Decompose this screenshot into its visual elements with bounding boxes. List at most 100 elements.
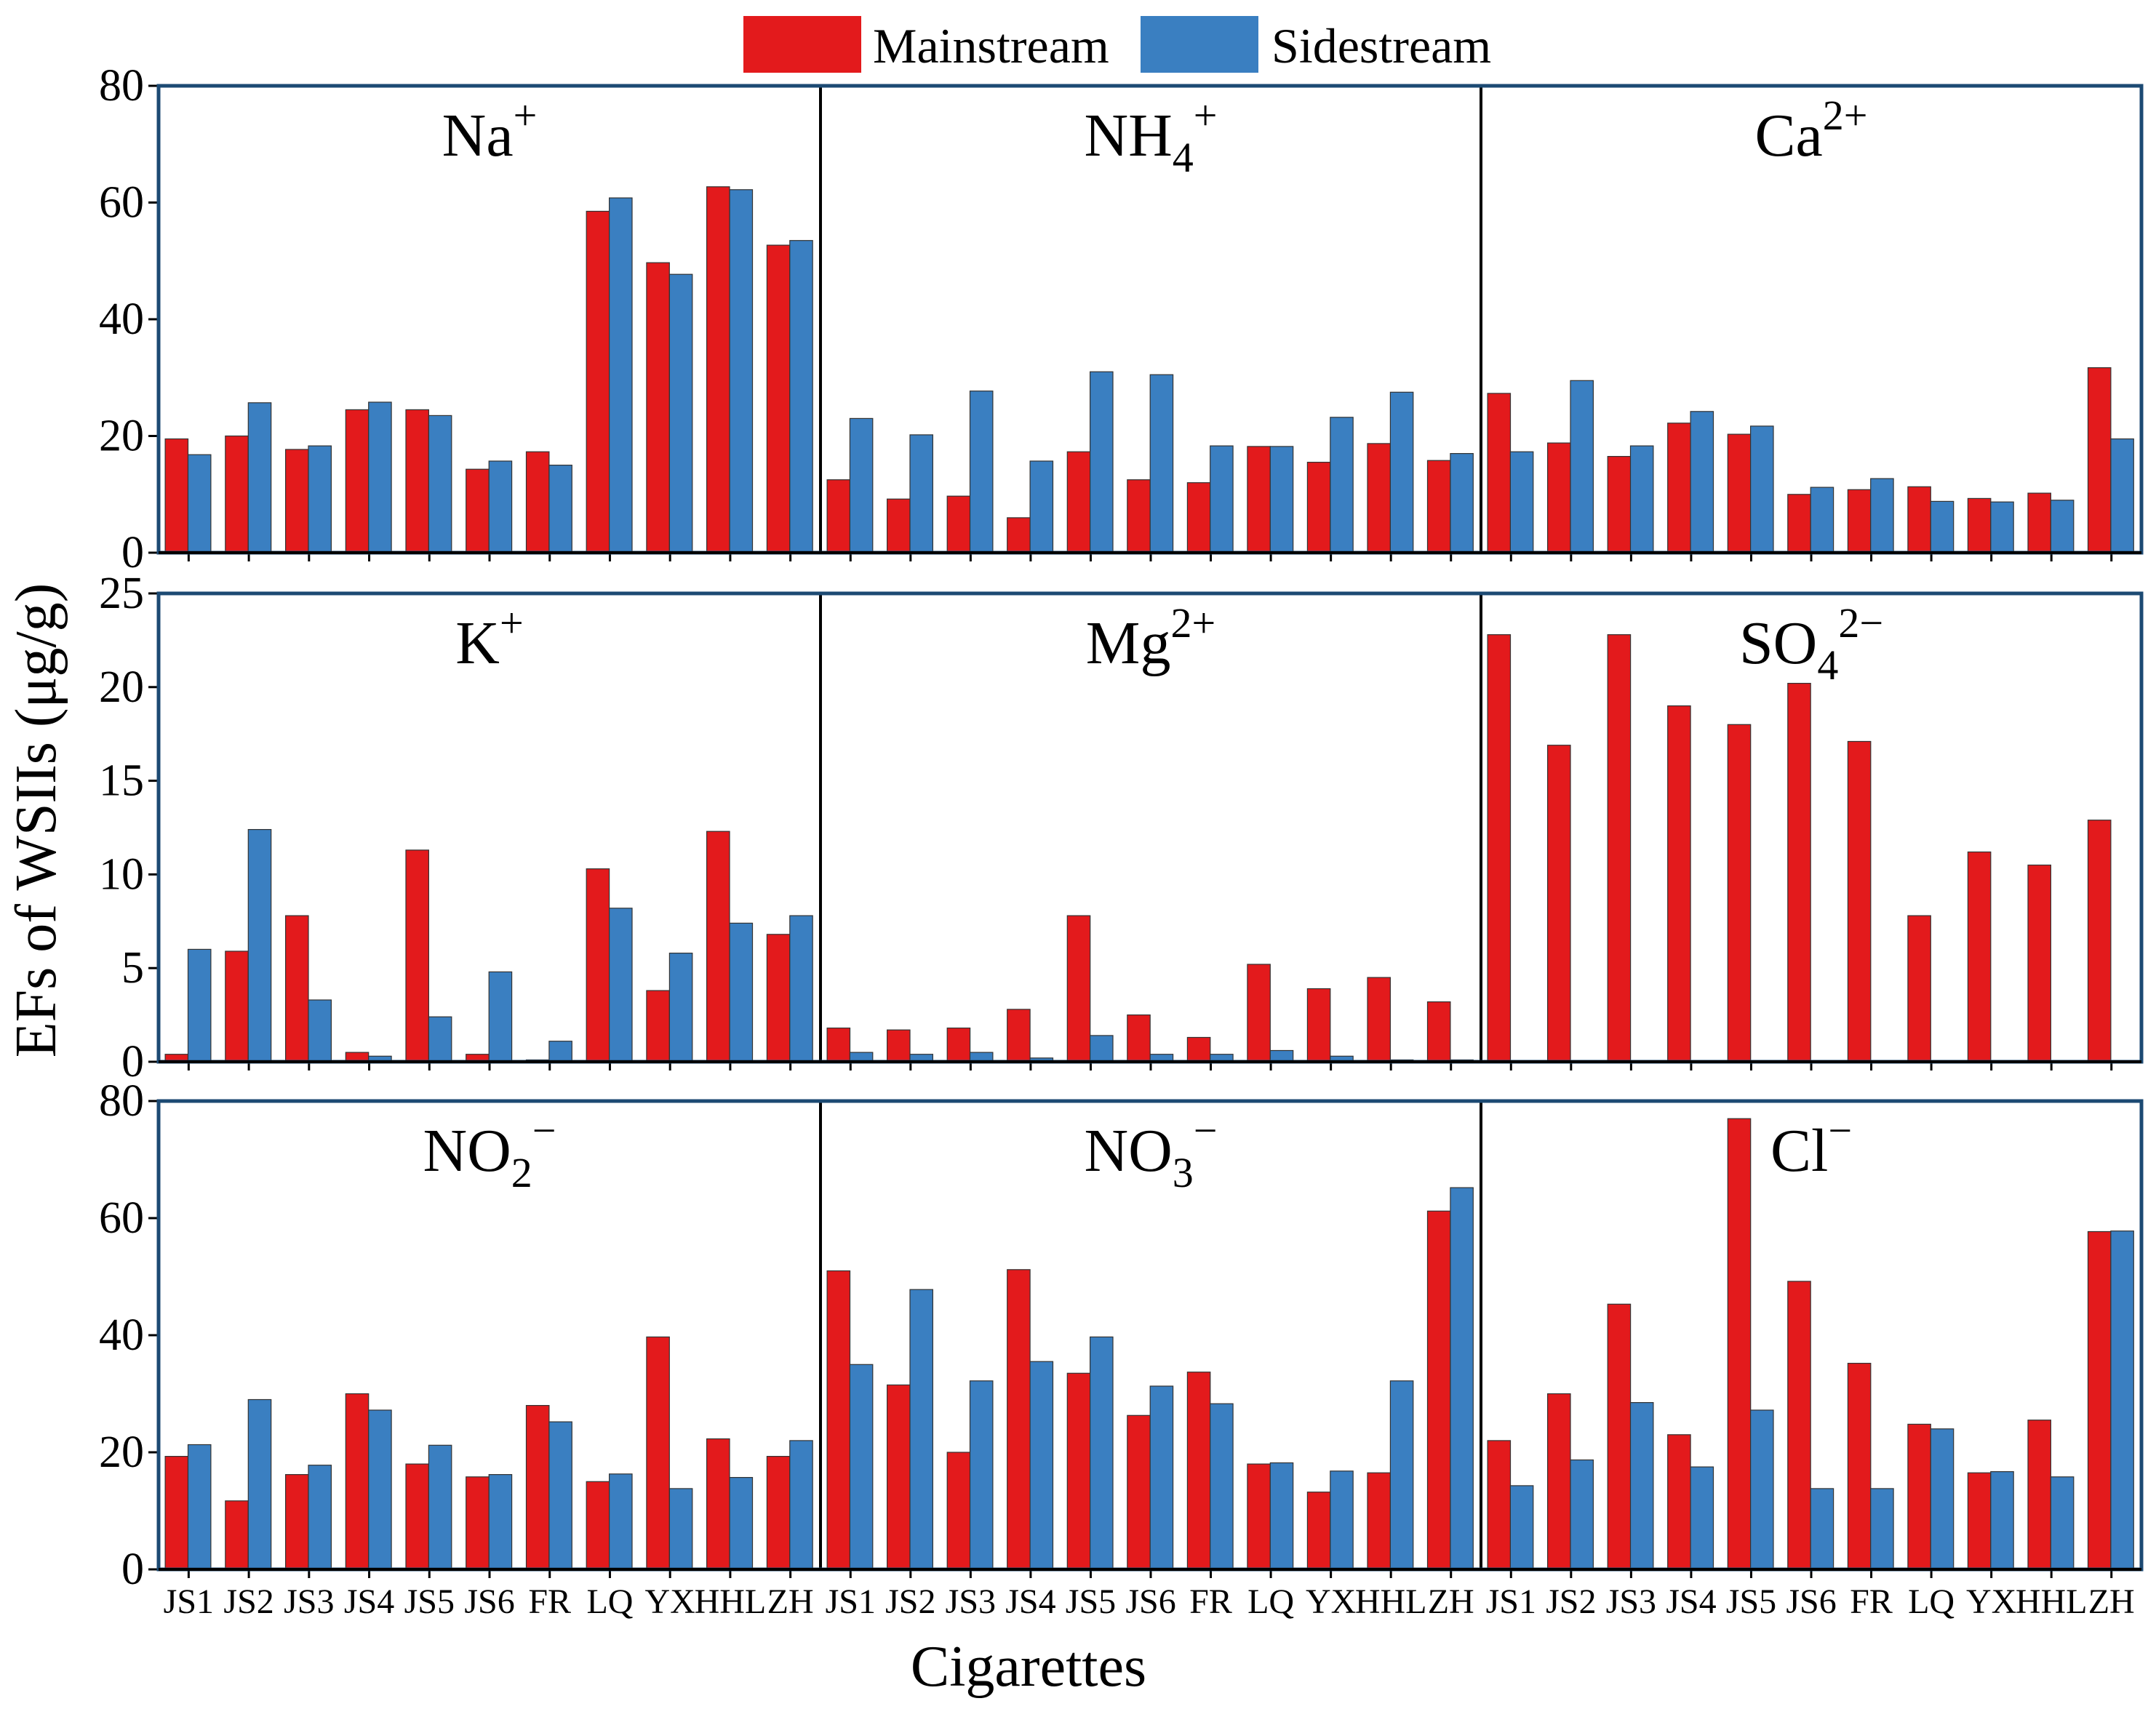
legend-label-sidestream: Sidestream: [1271, 18, 1491, 73]
panel-4: K+: [164, 599, 813, 1070]
bar-mainstream: [826, 1270, 851, 1570]
bar-mainstream: [405, 849, 429, 1062]
bar-sidestream: [1750, 1409, 1774, 1570]
bar-sidestream: [488, 1473, 513, 1570]
bar-mainstream: [946, 1027, 971, 1062]
bar-sidestream: [1990, 1470, 2014, 1570]
bar-sidestream: [668, 1488, 693, 1570]
y-tick-label: 80: [99, 61, 144, 111]
bar-mainstream: [2027, 1420, 2051, 1570]
panels-layer: 0 20 40 60 80 Na+ NH4+ Ca2+ 0 5 10 15 20 25 K+ Mg2+ SO42…: [99, 61, 2144, 1621]
bar-sidestream: [849, 1364, 874, 1570]
bar-sidestream: [789, 240, 813, 553]
bar-sidestream: [1269, 446, 1294, 553]
bar-sidestream: [187, 948, 212, 1062]
bar-mainstream: [1007, 517, 1031, 553]
x-tick-label: JS2: [223, 1582, 274, 1621]
bar-mainstream: [1787, 682, 1811, 1062]
y-tick-label: 40: [99, 1310, 144, 1360]
bar-sidestream: [368, 401, 392, 553]
x-tick-label: FR: [1850, 1582, 1893, 1621]
bar-sidestream: [1450, 1187, 1474, 1570]
bar-mainstream: [164, 438, 189, 553]
bar-mainstream: [2087, 1230, 2112, 1570]
bar-sidestream: [608, 1473, 633, 1570]
bar-mainstream: [285, 1473, 309, 1570]
legend: Mainstream Sidestream: [743, 16, 1491, 73]
x-tick-label: JS1: [826, 1582, 876, 1621]
bar-mainstream: [285, 915, 309, 1062]
bar-sidestream: [1509, 1485, 1534, 1570]
bar-sidestream: [1089, 1035, 1114, 1062]
bar-mainstream: [586, 868, 610, 1062]
bar-sidestream: [548, 1041, 572, 1062]
bar-mainstream: [946, 1452, 971, 1570]
x-tick-label: JS6: [1786, 1582, 1836, 1621]
x-tick-label: JS1: [164, 1582, 214, 1621]
x-tick-label: JS4: [1005, 1582, 1055, 1621]
bar-mainstream: [1247, 1463, 1271, 1570]
bar-sidestream: [548, 1421, 572, 1570]
bar-sidestream: [247, 402, 272, 553]
panel-title: NH4+: [1084, 92, 1217, 181]
bar-sidestream: [1509, 451, 1534, 553]
bar-sidestream: [308, 445, 332, 553]
y-tick-label: 0: [121, 528, 144, 577]
bar-mainstream: [646, 1336, 670, 1570]
bar-mainstream: [225, 950, 249, 1062]
panel-title: Mg2+: [1086, 599, 1215, 677]
bar-sidestream: [548, 464, 572, 553]
bar-sidestream: [608, 908, 633, 1062]
legend-swatch-sidestream: [1141, 16, 1258, 73]
x-tick-label: JS5: [1066, 1582, 1116, 1621]
x-tick-label: HHL: [1355, 1582, 1427, 1621]
bar-mainstream: [1967, 851, 1992, 1062]
panel-6: SO42−: [1487, 599, 2113, 1070]
x-axis-title: Cigarettes: [911, 1635, 1146, 1699]
bar-sidestream: [969, 391, 994, 553]
bar-sidestream: [428, 1444, 452, 1570]
panel-title: Ca2+: [1754, 92, 1867, 169]
bar-mainstream: [1727, 1118, 1752, 1570]
bar-sidestream: [1570, 380, 1594, 553]
bar-sidestream: [368, 1409, 392, 1570]
bar-mainstream: [1066, 451, 1091, 553]
y-tick-label: 20: [99, 1428, 144, 1477]
panel-3: Ca2+: [1487, 92, 2134, 561]
y-tick-label: 0: [121, 1545, 144, 1594]
bar-sidestream: [1629, 1401, 1654, 1570]
x-tick-label: JS2: [1546, 1582, 1596, 1621]
x-tick-label: JS5: [404, 1582, 455, 1621]
bar-sidestream: [428, 1016, 452, 1062]
bar-mainstream: [826, 1027, 851, 1062]
bar-sidestream: [1029, 1361, 1054, 1570]
panel-title: SO42−: [1739, 599, 1883, 689]
bar-mainstream: [525, 451, 550, 553]
bar-sidestream: [729, 1476, 754, 1570]
bar-mainstream: [1127, 1414, 1151, 1570]
x-tick-label: YX: [1306, 1582, 1356, 1621]
bar-mainstream: [225, 435, 249, 553]
bar-sidestream: [1029, 460, 1054, 553]
x-tick-label: HHL: [2016, 1582, 2088, 1621]
bar-sidestream: [909, 1289, 933, 1570]
bar-mainstream: [1306, 1492, 1331, 1570]
bar-mainstream: [225, 1500, 249, 1570]
x-tick-label: JS5: [1726, 1582, 1776, 1621]
x-tick-label: ZH: [1428, 1582, 1474, 1621]
bar-sidestream: [1330, 1470, 1354, 1570]
bar-sidestream: [1930, 500, 1955, 553]
bar-mainstream: [706, 186, 730, 553]
bar-mainstream: [886, 1384, 911, 1570]
bar-mainstream: [164, 1455, 189, 1570]
bar-mainstream: [946, 495, 971, 553]
bar-sidestream: [668, 952, 693, 1062]
bar-mainstream: [586, 1481, 610, 1570]
y-tick-label: 20: [99, 412, 144, 461]
bar-mainstream: [2087, 820, 2112, 1062]
bar-sidestream: [308, 1465, 332, 1570]
bar-mainstream: [1066, 915, 1091, 1062]
y-tick-label: 60: [99, 178, 144, 228]
panel-5: Mg2+: [826, 599, 1474, 1070]
